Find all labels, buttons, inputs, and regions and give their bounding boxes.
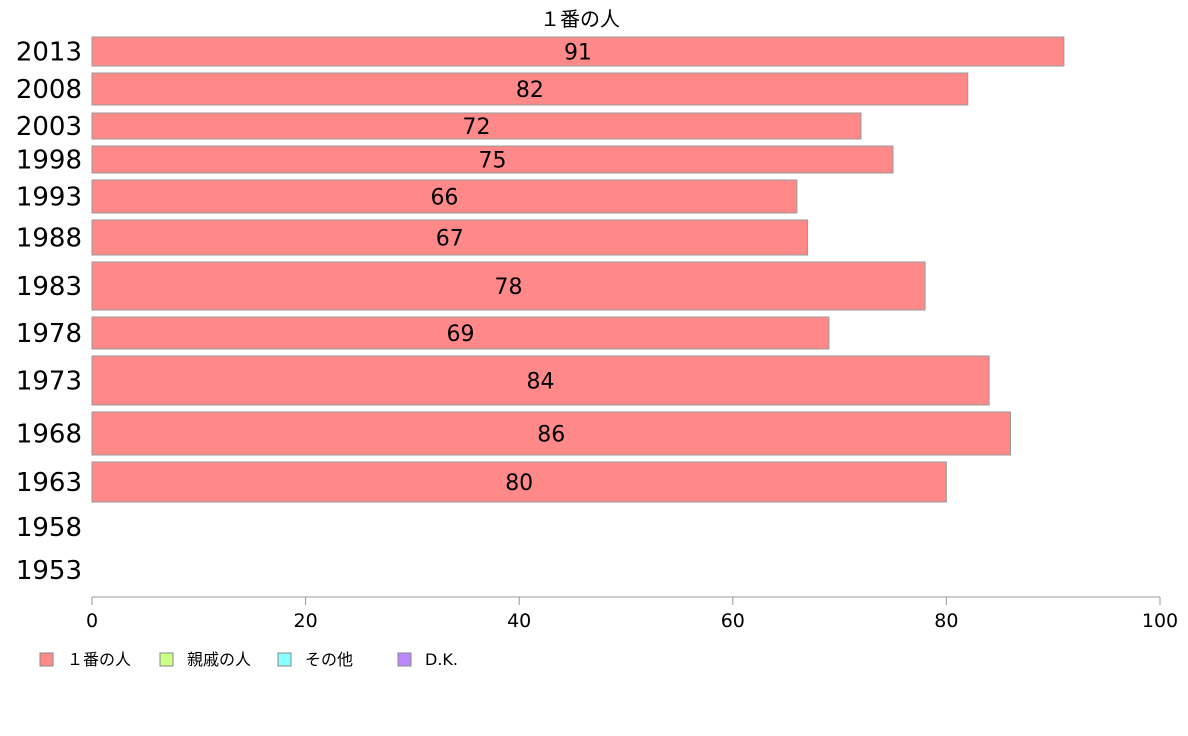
- bar: [91, 72, 969, 106]
- data-label: 82: [516, 78, 544, 103]
- bar: [91, 112, 862, 140]
- year-label: 2003: [16, 112, 82, 142]
- legend: １番の人 親戚の人 その他 D.K.: [39, 650, 458, 669]
- year-label: 2013: [16, 38, 82, 68]
- data-label: 66: [430, 186, 458, 211]
- bar: [91, 411, 1011, 456]
- x-tick-label: 20: [294, 610, 318, 632]
- x-tick-label: 40: [507, 610, 531, 632]
- chart-title: １番の人: [540, 7, 620, 31]
- data-label: 75: [479, 149, 507, 174]
- legend-label: D.K.: [425, 650, 458, 669]
- bar: [91, 261, 926, 311]
- data-label: 80: [505, 471, 533, 496]
- legend-swatch: [39, 652, 54, 667]
- legend-label: 親戚の人: [187, 650, 251, 669]
- data-label: 67: [436, 227, 464, 252]
- data-label: 78: [495, 275, 523, 300]
- year-label: 1988: [16, 224, 82, 254]
- year-label: 1978: [16, 319, 82, 349]
- year-label: 1968: [16, 420, 82, 450]
- x-tick-label: 80: [934, 610, 958, 632]
- year-label: 1983: [16, 272, 82, 302]
- bar: [91, 461, 947, 503]
- data-label: 91: [564, 41, 592, 66]
- data-label: 69: [446, 322, 474, 347]
- bars-layer: 2013 91 2008 82 2003 72 1998 75 1993 66 1988 67 1983…: [16, 36, 1065, 586]
- year-label: 1973: [16, 367, 82, 397]
- legend-swatch: [397, 652, 412, 667]
- bar: [91, 179, 798, 214]
- legend-label: １番の人: [67, 650, 131, 669]
- year-label: 1958: [16, 513, 82, 543]
- legend-swatch: [277, 652, 292, 667]
- bar: [91, 355, 990, 406]
- year-label: 1998: [16, 146, 82, 176]
- bar: [91, 219, 809, 256]
- year-label: 1993: [16, 183, 82, 213]
- bar: [91, 145, 894, 174]
- year-label: 2008: [16, 75, 82, 105]
- legend-label: その他: [305, 650, 353, 669]
- x-tick-label: 0: [86, 610, 98, 632]
- data-label: 84: [527, 370, 555, 395]
- legend-swatch: [159, 652, 174, 667]
- bar: [91, 36, 1065, 67]
- x-axis: 0 20 40 60 80 100: [86, 596, 1178, 632]
- year-label: 1953: [16, 556, 82, 586]
- x-tick-label: 60: [721, 610, 745, 632]
- bar: [91, 316, 830, 350]
- data-label: 86: [537, 423, 565, 448]
- year-label: 1963: [16, 468, 82, 498]
- data-label: 72: [462, 115, 490, 140]
- x-tick-label: 100: [1142, 610, 1178, 632]
